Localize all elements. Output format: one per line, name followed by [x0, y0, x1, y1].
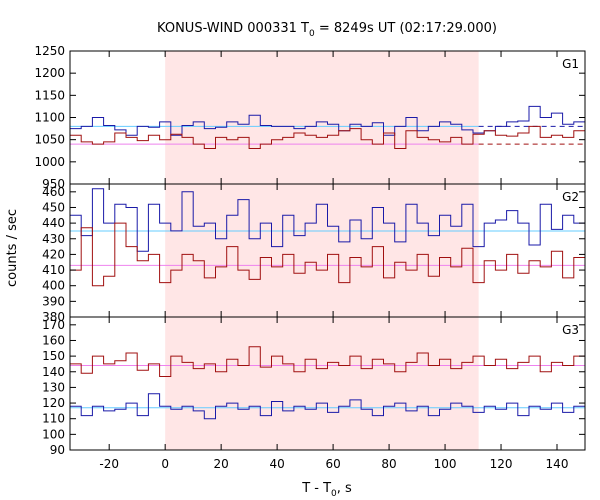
- y-axis-label: counts / sec: [5, 209, 20, 287]
- x-tick-label: 20: [214, 457, 229, 471]
- y-tick-label: 1050: [34, 133, 65, 147]
- y-tick-label: 160: [42, 333, 65, 347]
- chart-title: KONUS-WIND 000331 T0 = 8249s UT (02:17:2…: [157, 21, 497, 39]
- x-tick-label: 0: [161, 457, 169, 471]
- y-tick-label: 400: [42, 279, 65, 293]
- y-tick-label: 460: [42, 185, 65, 199]
- y-tick-label: 450: [42, 200, 65, 214]
- series-line: [70, 125, 585, 149]
- x-tick-label: 100: [434, 457, 457, 471]
- y-tick-label: 410: [42, 263, 65, 277]
- x-tick-label: 140: [546, 457, 569, 471]
- y-tick-label: 100: [42, 427, 65, 441]
- y-tick-label: 390: [42, 294, 65, 308]
- panel-g1: 950 1000 1050 1100 1150 1200 1250 G1: [34, 44, 586, 191]
- y-tick-label: 1000: [34, 155, 65, 169]
- series-line: [70, 222, 585, 287]
- y-tick-label: 140: [42, 365, 65, 379]
- y-tick-label: 420: [42, 247, 65, 261]
- series-line: [70, 393, 585, 420]
- y-tick-label: 170: [42, 318, 65, 332]
- panel-label: G1: [562, 57, 579, 71]
- y-tick-label: 1250: [34, 44, 65, 58]
- y-tick-label: 120: [42, 396, 65, 410]
- y-tick-label: 440: [42, 216, 65, 230]
- y-tick-label: 430: [42, 232, 65, 246]
- x-axis-label: T - T0, s: [301, 481, 352, 499]
- plot-area: 950100010501100115012001250G138039040041…: [34, 44, 586, 471]
- panel-label: G3: [562, 323, 579, 337]
- panel-label: G2: [562, 190, 579, 204]
- x-tick-label: -20: [99, 457, 119, 471]
- y-tick-label: 130: [42, 380, 65, 394]
- y-tick-label: 90: [50, 443, 65, 457]
- x-tick-label: 60: [325, 457, 340, 471]
- y-tick-label: 950: [42, 177, 65, 191]
- series-line: [70, 188, 585, 252]
- series-line: [70, 105, 585, 136]
- y-tick-label: 150: [42, 349, 65, 363]
- x-tick-label: 120: [490, 457, 513, 471]
- y-tick-label: 380: [42, 310, 65, 324]
- y-tick-label: 1100: [34, 111, 65, 125]
- x-tick-label: 80: [381, 457, 396, 471]
- y-tick-label: 1200: [34, 66, 65, 80]
- shaded-interval: [165, 51, 479, 450]
- series-line: [70, 346, 585, 377]
- y-tick-label: 1150: [34, 88, 65, 102]
- y-tick-label: 110: [42, 412, 65, 426]
- panel-frame: [69, 316, 586, 451]
- x-tick-label: 40: [269, 457, 284, 471]
